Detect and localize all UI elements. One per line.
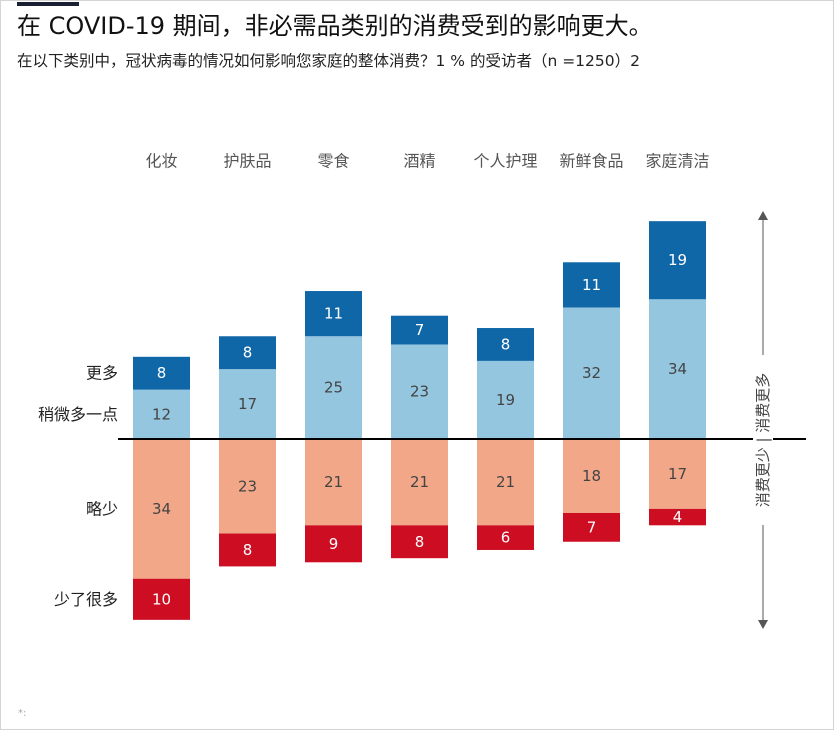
data-label: 25	[324, 379, 343, 397]
data-label: 7	[415, 321, 425, 339]
bar-segment	[219, 533, 276, 567]
bar-segment	[477, 525, 534, 550]
legend-label: 略少	[86, 499, 118, 518]
data-label: 21	[324, 473, 343, 491]
data-label: 21	[410, 473, 429, 491]
data-label: 9	[329, 535, 339, 553]
bar-segment	[305, 336, 362, 439]
bar-segment	[133, 356, 190, 390]
data-label: 34	[152, 500, 171, 518]
data-label: 19	[496, 391, 515, 409]
data-label: 10	[152, 590, 171, 608]
legend-label: 稍微多一点	[38, 405, 118, 424]
data-label: 21	[496, 473, 515, 491]
category-label: 护肤品	[223, 152, 271, 171]
data-label: 17	[238, 395, 257, 413]
category-label: 化妆	[145, 152, 177, 171]
data-label: 23	[238, 477, 257, 495]
bar-segment	[391, 439, 448, 526]
bar-segment	[219, 336, 276, 370]
category-label: 新鲜食品	[559, 152, 623, 171]
data-label: 4	[673, 508, 683, 526]
bar-segment	[563, 307, 620, 439]
bar-segment	[133, 578, 190, 620]
bar-segment	[563, 262, 620, 308]
bar-segment	[305, 291, 362, 337]
side-axis-label: 消费更少 | 消费更多	[754, 373, 772, 508]
category-label: 酒精	[403, 152, 435, 171]
bar-segment	[133, 389, 190, 439]
accent-bar	[17, 2, 79, 6]
bar-segment	[219, 439, 276, 534]
data-label: 19	[668, 251, 687, 269]
bar-segment	[563, 439, 620, 513]
category-label: 个人护理	[473, 152, 537, 171]
data-label: 17	[668, 465, 687, 483]
bar-segment	[477, 328, 534, 361]
bar-segment	[133, 439, 190, 579]
up-arrow-icon	[758, 211, 768, 220]
data-label: 11	[324, 305, 343, 323]
data-label: 8	[501, 335, 511, 353]
down-arrow-icon	[758, 620, 768, 629]
legend-label: 少了很多	[54, 590, 118, 609]
bar-segment	[391, 315, 448, 345]
data-label: 8	[243, 344, 253, 362]
data-label: 6	[501, 529, 511, 547]
data-label: 32	[582, 364, 601, 382]
data-label: 18	[582, 467, 601, 485]
bar-segment	[477, 360, 534, 439]
data-label: 8	[157, 364, 167, 382]
data-label: 11	[582, 276, 601, 294]
page-subtitle: 在以下类别中，冠状病毒的情况如何影响您家庭的整体消费？1 % 的受访者（n =1…	[17, 52, 640, 70]
bar-segment	[649, 221, 706, 300]
category-label: 零食	[317, 152, 349, 171]
data-label: 8	[243, 541, 253, 559]
data-label: 12	[152, 405, 171, 423]
footnote: *:	[18, 708, 27, 719]
page-title: 在 COVID-19 期间，非必需品类别的消费受到的影响更大。	[17, 12, 653, 40]
bar-segment	[649, 299, 706, 439]
bar-segment	[391, 525, 448, 559]
data-label: 34	[668, 360, 687, 378]
data-label: 8	[415, 533, 425, 551]
bar-segment	[391, 344, 448, 439]
data-label: 7	[587, 518, 597, 536]
legend-label: 更多	[86, 364, 118, 383]
bar-segment	[305, 439, 362, 526]
bar-segment	[305, 525, 362, 563]
bar-segment	[649, 439, 706, 509]
category-label: 家庭清洁	[645, 152, 709, 171]
bar-segment	[563, 512, 620, 542]
bar-segment	[477, 439, 534, 526]
bar-segment	[649, 508, 706, 526]
bar-segment	[219, 369, 276, 439]
side-label-background	[753, 355, 773, 525]
data-label: 23	[410, 383, 429, 401]
